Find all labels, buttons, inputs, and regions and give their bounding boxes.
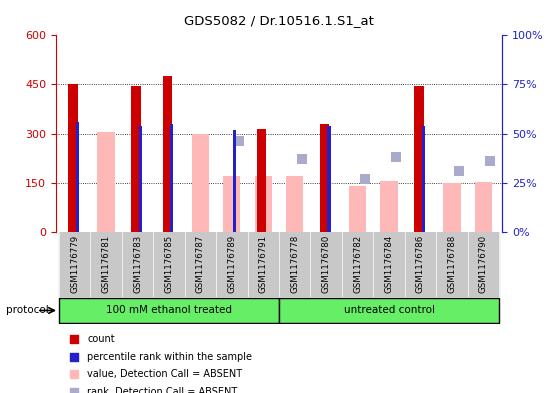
Text: protocol: protocol [6, 305, 49, 316]
Bar [286, 176, 304, 232]
Bar [279, 298, 499, 323]
Bar [381, 181, 398, 232]
Point [486, 158, 495, 164]
Bar [122, 232, 153, 297]
Point [69, 336, 78, 342]
Text: GSM1176784: GSM1176784 [384, 235, 393, 293]
Bar [422, 126, 425, 232]
Bar [349, 186, 366, 232]
Bar [98, 132, 115, 232]
Text: 100 mM ethanol treated: 100 mM ethanol treated [106, 305, 232, 316]
Text: GSM1176787: GSM1176787 [196, 235, 205, 293]
Bar [342, 232, 373, 297]
Bar [254, 176, 272, 232]
Bar [475, 182, 492, 232]
Text: count: count [87, 334, 115, 344]
Bar [279, 232, 310, 297]
Bar [69, 84, 78, 232]
Bar [248, 232, 279, 297]
Bar [163, 76, 172, 232]
Bar [170, 124, 174, 232]
Text: GSM1176785: GSM1176785 [165, 235, 174, 293]
Bar [216, 232, 248, 297]
Bar [139, 126, 142, 232]
Point [297, 156, 306, 162]
Point [392, 154, 401, 160]
Text: GSM1176790: GSM1176790 [479, 235, 488, 293]
Text: value, Detection Call = ABSENT: value, Detection Call = ABSENT [87, 369, 242, 379]
Bar [90, 232, 122, 297]
Text: percentile rank within the sample: percentile rank within the sample [87, 352, 252, 362]
Text: GDS5082 / Dr.10516.1.S1_at: GDS5082 / Dr.10516.1.S1_at [184, 14, 374, 27]
Text: GSM1176788: GSM1176788 [448, 235, 456, 293]
Text: GSM1176779: GSM1176779 [70, 235, 79, 293]
Bar [185, 232, 216, 297]
Bar [76, 122, 79, 232]
Bar [131, 86, 141, 232]
Bar [405, 232, 436, 297]
Bar [59, 298, 279, 323]
Bar [192, 134, 209, 232]
Point [454, 168, 463, 174]
Bar [223, 176, 240, 232]
Text: GSM1176778: GSM1176778 [290, 235, 299, 293]
Point [234, 138, 243, 145]
Text: untreated control: untreated control [344, 305, 435, 316]
Text: GSM1176789: GSM1176789 [227, 235, 237, 293]
Bar [468, 232, 499, 297]
Bar [257, 129, 266, 232]
Bar [320, 124, 329, 232]
Bar [328, 126, 330, 232]
Bar [414, 86, 424, 232]
Text: GSM1176782: GSM1176782 [353, 235, 362, 293]
Text: rank, Detection Call = ABSENT: rank, Detection Call = ABSENT [87, 387, 237, 393]
Bar [233, 130, 236, 232]
Text: GSM1176791: GSM1176791 [259, 235, 268, 293]
Text: GSM1176783: GSM1176783 [133, 235, 142, 293]
Text: GSM1176780: GSM1176780 [321, 235, 331, 293]
Bar [443, 183, 460, 232]
Point [360, 176, 369, 182]
Bar [436, 232, 468, 297]
Text: GSM1176786: GSM1176786 [416, 235, 425, 293]
Bar [373, 232, 405, 297]
Bar [59, 232, 90, 297]
Text: GSM1176781: GSM1176781 [102, 235, 110, 293]
Point [69, 371, 78, 377]
Bar [310, 232, 342, 297]
Point [69, 354, 78, 360]
Bar [153, 232, 185, 297]
Point [69, 389, 78, 393]
